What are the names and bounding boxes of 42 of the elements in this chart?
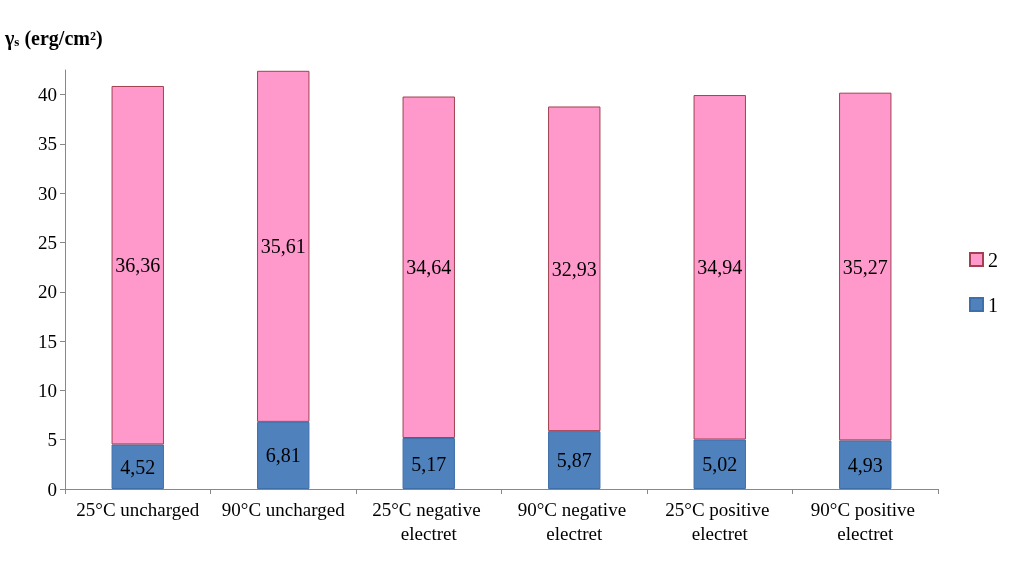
y-tick-label: 10 (38, 379, 57, 401)
data-label: 36,36 (115, 254, 161, 277)
y-tick-label: 35 (38, 133, 57, 155)
bar (257, 421, 310, 489)
x-tick-label: 25°C uncharged (76, 498, 200, 520)
data-label: 5,17 (411, 452, 447, 475)
legend-label: 1 (988, 293, 998, 316)
data-label: 4,93 (847, 453, 883, 476)
bar (693, 439, 746, 489)
y-tick-label: 0 (47, 478, 57, 500)
bar (111, 444, 164, 489)
data-label: 35,27 (842, 255, 888, 278)
bar (402, 438, 455, 489)
data-label: 5,02 (702, 453, 738, 476)
x-tick-label: 90°C negative electret (517, 498, 631, 544)
data-label: 34,64 (406, 256, 452, 279)
bar (257, 70, 310, 422)
x-tick-label: 90°C uncharged (221, 498, 346, 520)
y-axis-title: γs (erg/cm²) (4, 26, 103, 50)
x-tick-label: 25°C negative electret (372, 498, 486, 544)
legend-label: 2 (988, 248, 998, 271)
x-tick-label: 90°C positive electret (810, 498, 920, 544)
y-tick-label: 15 (38, 330, 57, 352)
data-label: 5,87 (556, 449, 592, 472)
y-tick-label: 30 (38, 182, 57, 204)
data-label: 35,61 (260, 235, 306, 258)
data-label: 32,93 (551, 257, 597, 280)
y-tick-label: 5 (47, 429, 57, 451)
bar (548, 431, 601, 489)
bar (693, 95, 746, 440)
y-tick-label: 25 (38, 232, 57, 254)
data-label: 6,81 (265, 444, 301, 467)
bar (839, 92, 892, 441)
bar (839, 440, 892, 489)
data-label: 34,94 (697, 256, 743, 279)
y-tick-label: 20 (38, 281, 57, 303)
x-tick-label: 25°C positive electret (665, 498, 775, 544)
data-label: 4,52 (120, 455, 156, 478)
bar (111, 85, 164, 445)
bar (402, 96, 455, 439)
bar (548, 106, 601, 432)
y-tick-label: 40 (38, 84, 57, 106)
